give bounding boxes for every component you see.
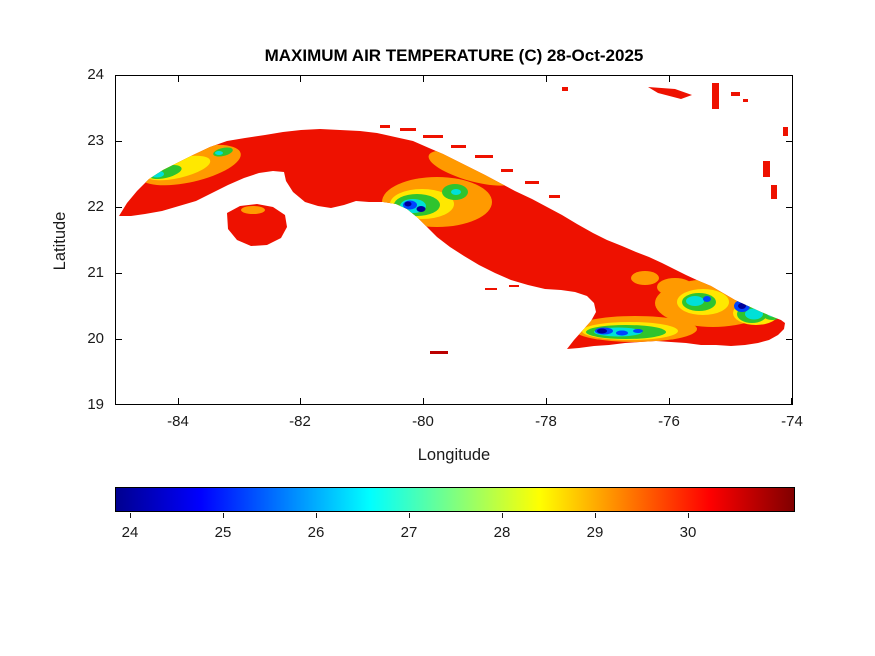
- colorbar-tick-mark: [688, 513, 689, 518]
- y-tick-label: 23: [87, 132, 104, 149]
- x-tick-label: -78: [535, 413, 557, 430]
- colorbar-tick-mark: [130, 513, 131, 518]
- y-axis-label: Latitude: [51, 211, 69, 271]
- colorbar-tick-label: 27: [400, 524, 418, 541]
- y-tick-label: 22: [87, 198, 104, 215]
- map-plot-area: [115, 75, 793, 405]
- colorbar-tick-mark: [595, 513, 596, 518]
- x-axis-label: Longitude: [417, 446, 491, 464]
- colorbar-tick-label: 26: [307, 524, 325, 541]
- colorbar-tick-label: 28: [493, 524, 511, 541]
- colorbar-tick-mark: [409, 513, 410, 518]
- x-tick-label: -84: [167, 413, 189, 430]
- colorbar-tick-label: 30: [679, 524, 697, 541]
- cays-and-islets: [380, 83, 788, 354]
- page-title: MAXIMUM AIR TEMPERATURE (C) 28-Oct-2025: [264, 46, 644, 65]
- y-tick-label: 24: [87, 66, 104, 83]
- axis-tick-marks: [115, 75, 793, 405]
- colorbar-tick-mark: [316, 513, 317, 518]
- colorbar-tick-label: 24: [121, 524, 139, 541]
- axes-box: [115, 75, 793, 405]
- colorbar: [115, 487, 795, 512]
- colorbar-tick-label: 29: [586, 524, 604, 541]
- x-tick-label: -76: [658, 413, 680, 430]
- colorbar-tick-mark: [223, 513, 224, 518]
- x-tick-label: -80: [412, 413, 434, 430]
- x-tick-label: -74: [781, 413, 803, 430]
- y-tick-label: 20: [87, 330, 104, 347]
- y-tick-label: 21: [87, 264, 104, 281]
- y-tick-label: 19: [87, 396, 104, 413]
- cuba-temperature-map: [115, 75, 793, 405]
- colorbar-tick-mark: [502, 513, 503, 518]
- x-tick-label: -82: [289, 413, 311, 430]
- cuba-mainland: [119, 129, 785, 349]
- isla-de-la-juventud: [227, 204, 287, 246]
- colorbar-tick-label: 25: [214, 524, 232, 541]
